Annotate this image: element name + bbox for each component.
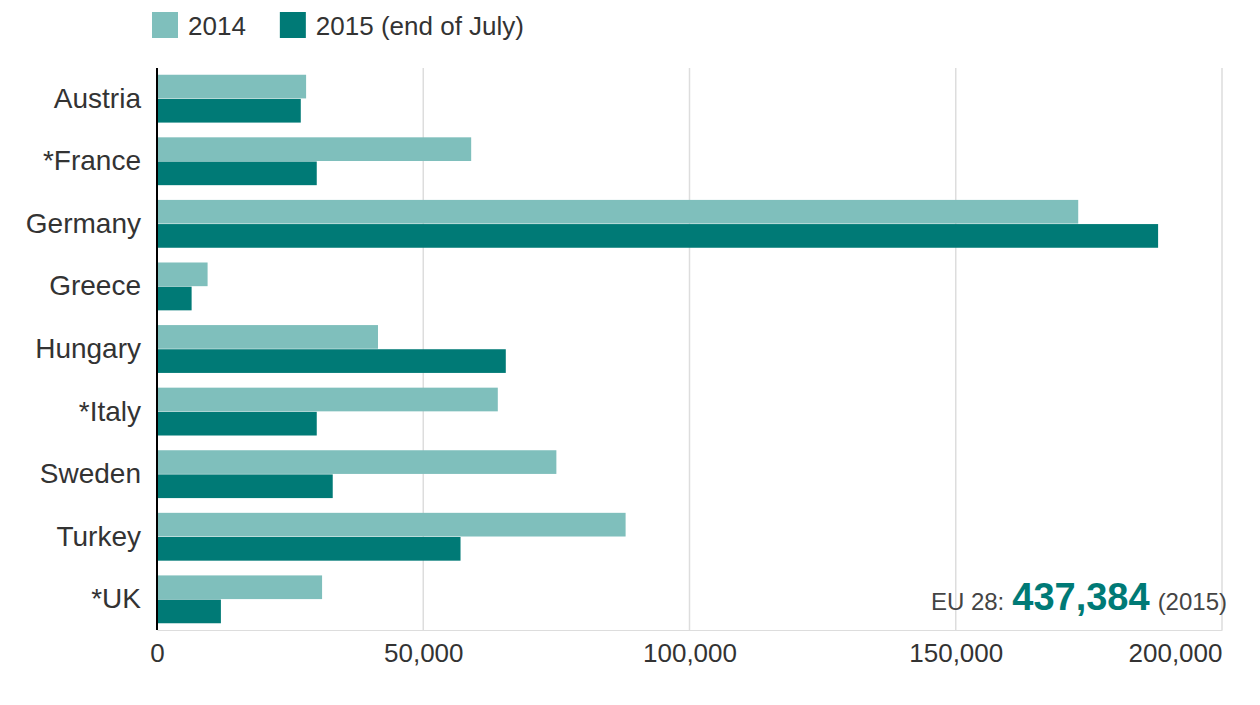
bar bbox=[157, 474, 333, 498]
y-tick: Sweden bbox=[40, 458, 157, 489]
bar bbox=[157, 575, 322, 599]
x-tick: 200,000 bbox=[1129, 630, 1223, 668]
bar bbox=[157, 137, 471, 161]
bars bbox=[157, 75, 1158, 624]
y-tick-label: Sweden bbox=[40, 458, 141, 489]
legend-label: 2014 bbox=[188, 11, 246, 41]
y-tick-label: Germany bbox=[26, 208, 141, 239]
y-tick-label: Greece bbox=[49, 270, 141, 301]
y-tick: Germany bbox=[26, 208, 157, 239]
plot: 0 50,000 100,000 150,000 200,000 Austria *Fran… bbox=[26, 68, 1223, 668]
chart: 0 50,000 100,000 150,000 200,000 Austria *Fran… bbox=[0, 0, 1260, 705]
legend-item: 2015 (end of July) bbox=[280, 11, 524, 41]
bar bbox=[157, 513, 626, 537]
x-tick: 0 bbox=[150, 630, 164, 668]
bar bbox=[157, 600, 221, 624]
legend-label: 2015 (end of July) bbox=[316, 11, 524, 41]
y-tick: Hungary bbox=[35, 333, 157, 364]
x-tick-label: 100,000 bbox=[643, 638, 737, 668]
bar bbox=[157, 262, 208, 286]
y-tick-label: *France bbox=[43, 145, 141, 176]
bar bbox=[157, 537, 461, 561]
y-tick: Austria bbox=[54, 83, 157, 114]
bar bbox=[157, 200, 1078, 224]
bar bbox=[157, 75, 306, 99]
bar bbox=[157, 349, 506, 373]
y-tick: *France bbox=[43, 145, 157, 176]
y-tick: *Italy bbox=[79, 396, 157, 427]
y-tick-label: Austria bbox=[54, 83, 142, 114]
annotation-suffix: (2015) bbox=[1158, 588, 1227, 615]
x-tick: 150,000 bbox=[909, 630, 1003, 668]
bar bbox=[157, 99, 301, 123]
x-tick-label: 200,000 bbox=[1129, 638, 1223, 668]
bar bbox=[157, 224, 1158, 248]
y-tick-label: Turkey bbox=[56, 521, 141, 552]
bar bbox=[157, 450, 556, 474]
bar bbox=[157, 325, 378, 349]
bar bbox=[157, 388, 498, 412]
x-axis-line bbox=[158, 630, 1223, 631]
x-tick-label: 50,000 bbox=[384, 638, 464, 668]
y-axis-line bbox=[156, 68, 158, 630]
bar bbox=[157, 161, 317, 185]
annotation-value: 437,384 bbox=[1012, 576, 1149, 618]
x-tick-label: 150,000 bbox=[909, 638, 1003, 668]
annotation: EU 28: 437,384 (2015) bbox=[931, 576, 1227, 618]
x-tick-label: 0 bbox=[150, 638, 164, 668]
bar bbox=[157, 287, 192, 311]
y-tick: Turkey bbox=[56, 521, 157, 552]
legend-swatch bbox=[152, 12, 178, 38]
grid-line bbox=[1221, 68, 1223, 630]
grid-line bbox=[689, 68, 691, 630]
x-axis: 0 50,000 100,000 150,000 200,000 bbox=[150, 630, 1222, 668]
y-tick: *UK bbox=[91, 583, 157, 614]
grid bbox=[423, 68, 1222, 630]
y-tick: Greece bbox=[49, 270, 157, 301]
y-tick-label: *Italy bbox=[79, 396, 141, 427]
y-axis: Austria *France Germany Greece Hungary *Italy… bbox=[26, 68, 157, 630]
grid-line bbox=[955, 68, 957, 630]
y-tick-label: Hungary bbox=[35, 333, 141, 364]
legend-item: 2014 bbox=[152, 11, 246, 41]
x-tick: 100,000 bbox=[643, 630, 737, 668]
bar bbox=[157, 412, 317, 436]
legend-swatch bbox=[280, 12, 306, 38]
y-tick-label: *UK bbox=[91, 583, 141, 614]
annotation-prefix: EU 28: bbox=[931, 588, 1004, 615]
legend: 2014 2015 (end of July) bbox=[152, 11, 524, 41]
x-tick: 50,000 bbox=[384, 630, 464, 668]
